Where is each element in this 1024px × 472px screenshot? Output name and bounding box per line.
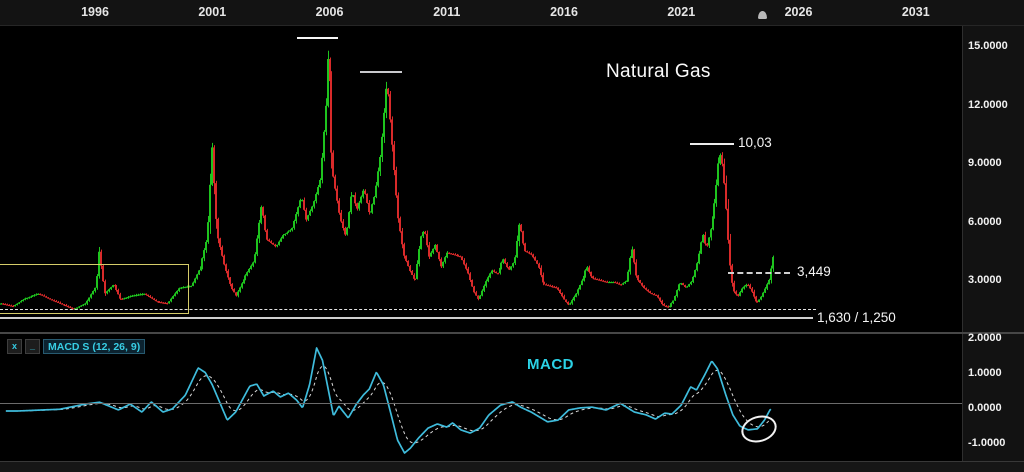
panel-separator[interactable] bbox=[0, 332, 1024, 334]
macd-zero-line bbox=[0, 403, 962, 404]
peak-highlight-line-2005[interactable] bbox=[297, 37, 338, 39]
support-price-label[interactable]: 1,630 / 1,250 bbox=[817, 310, 896, 325]
price-axis-label: 12.0000 bbox=[968, 98, 1008, 111]
bottom-strip bbox=[0, 462, 1024, 472]
date-marker-icon[interactable] bbox=[758, 11, 767, 19]
peak-highlight-line-2008[interactable] bbox=[360, 71, 402, 73]
time-axis[interactable]: 1996 2001 2006 2011 2016 2021 2026 2031 bbox=[0, 0, 1024, 26]
time-axis-label: 1996 bbox=[81, 5, 109, 19]
indicator-header: x _ MACD S (12, 26, 9) bbox=[7, 339, 146, 354]
time-axis-label: 2011 bbox=[433, 5, 461, 19]
time-axis-label: 2021 bbox=[667, 5, 696, 19]
indicator-close-button[interactable]: x bbox=[7, 339, 22, 354]
price-axis[interactable] bbox=[962, 25, 1024, 472]
resistance-price-label[interactable]: 3,449 bbox=[797, 264, 831, 279]
price-axis-label: 15.0000 bbox=[968, 40, 1008, 52]
macd-axis-label: 1.0000 bbox=[968, 367, 1002, 379]
price-axis-label: 3.0000 bbox=[968, 274, 1002, 286]
peak-price-label[interactable]: 10,03 bbox=[738, 135, 772, 150]
resistance-dashed-line[interactable] bbox=[728, 272, 790, 274]
time-axis-label: 2006 bbox=[315, 5, 344, 19]
instrument-title: Natural Gas bbox=[606, 61, 711, 82]
peak-highlight-line-2022[interactable] bbox=[690, 143, 734, 145]
macd-axis-label: -1.0000 bbox=[968, 437, 1006, 449]
indicator-label[interactable]: MACD S (12, 26, 9) bbox=[43, 339, 146, 354]
indicator-minimize-button[interactable]: _ bbox=[25, 339, 40, 354]
time-axis-label: 2026 bbox=[784, 5, 813, 19]
macd-watermark-label: MACD bbox=[527, 356, 574, 373]
time-axis-label: 2031 bbox=[901, 5, 930, 19]
bottom-separator bbox=[0, 461, 1024, 462]
time-axis-label: 2001 bbox=[198, 5, 227, 19]
price-axis-label: 6.0000 bbox=[968, 215, 1002, 228]
macd-axis-label: 0.0000 bbox=[968, 402, 1002, 414]
consolidation-box-drawing[interactable] bbox=[0, 264, 189, 314]
support-solid-line[interactable] bbox=[0, 317, 813, 319]
support-dashed-line[interactable] bbox=[0, 309, 816, 310]
price-axis-label: 9.0000 bbox=[968, 157, 1002, 169]
macd-axis-label: 2.0000 bbox=[968, 332, 1002, 344]
time-axis-label: 2016 bbox=[550, 5, 578, 19]
